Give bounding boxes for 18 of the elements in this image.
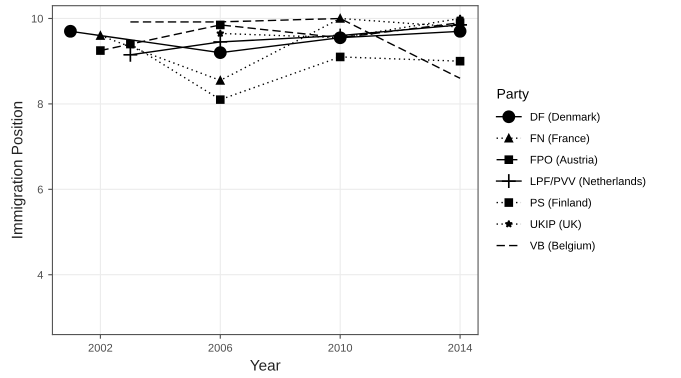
x-axis-title: Year <box>250 360 280 371</box>
legend-label: VB (Belgium) <box>530 241 595 252</box>
x-tick-label: 2002 <box>88 344 112 352</box>
legend-label: PS (Finland) <box>530 198 591 209</box>
legend-label: LPF/PVV (Netherlands) <box>530 176 646 188</box>
legend-label: UKIP (UK) <box>530 220 581 230</box>
x-tick-label: 2014 <box>448 344 472 352</box>
legend-label: FN (France) <box>530 134 590 144</box>
x-tick-label: 2010 <box>328 344 352 352</box>
legend-label: FPO (Austria) <box>530 155 598 166</box>
y-tick-label: 6 <box>38 186 43 194</box>
y-axis-title: Immigration Position <box>11 102 26 238</box>
y-tick-label: 4 <box>37 271 44 279</box>
y-tick-label: 10 <box>32 14 43 23</box>
y-tick-label: 8 <box>38 100 43 108</box>
x-tick-label: 2006 <box>208 344 232 352</box>
legend-label: DF (Denmark) <box>530 112 600 123</box>
legend-title: Party <box>498 88 529 102</box>
